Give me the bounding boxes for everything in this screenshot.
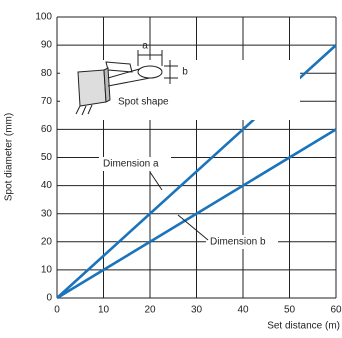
- x-tick-label: 40: [237, 305, 249, 316]
- annotation: Spot shape: [118, 97, 169, 108]
- x-tick-label: 30: [191, 305, 203, 316]
- y-tick-label: 40: [41, 180, 53, 191]
- y-tick-label: 20: [41, 236, 53, 247]
- annotation: a: [142, 41, 148, 52]
- annotation: b: [182, 67, 188, 78]
- leader-line: [177, 214, 209, 241]
- y-tick-label: 80: [41, 68, 53, 79]
- data-line: [56, 128, 337, 300]
- series-label: Dimension a: [103, 159, 159, 170]
- label-background: [206, 235, 278, 249]
- x-tick-label: 0: [54, 305, 60, 316]
- y-tick-label: 100: [35, 12, 52, 23]
- y-tick-label: 60: [41, 124, 53, 135]
- x-tick-label: 10: [98, 305, 110, 316]
- labels: 0 10 20 30 40 50 60 70 80 90 100 0 10 20 30 40 50 60 Set d…: [4, 12, 342, 332]
- sensor-illustration: [60, 50, 300, 120]
- x-tick-label: 20: [144, 305, 156, 316]
- y-tick-label: 0: [46, 293, 52, 304]
- y-tick-label: 50: [41, 152, 53, 163]
- y-axis-label: Spot diameter (mm): [4, 113, 15, 201]
- y-tick-label: 70: [41, 96, 53, 107]
- y-tick-label: 90: [41, 40, 53, 51]
- x-tick-label: 50: [284, 305, 296, 316]
- x-axis-label: Set distance (m): [267, 321, 340, 332]
- series-label: Dimension b: [210, 237, 266, 248]
- y-tick-label: 30: [41, 208, 53, 219]
- label-background: [99, 157, 171, 171]
- x-tick-label: 60: [330, 305, 342, 316]
- leader-line: [149, 171, 163, 191]
- y-tick-label: 10: [41, 265, 53, 276]
